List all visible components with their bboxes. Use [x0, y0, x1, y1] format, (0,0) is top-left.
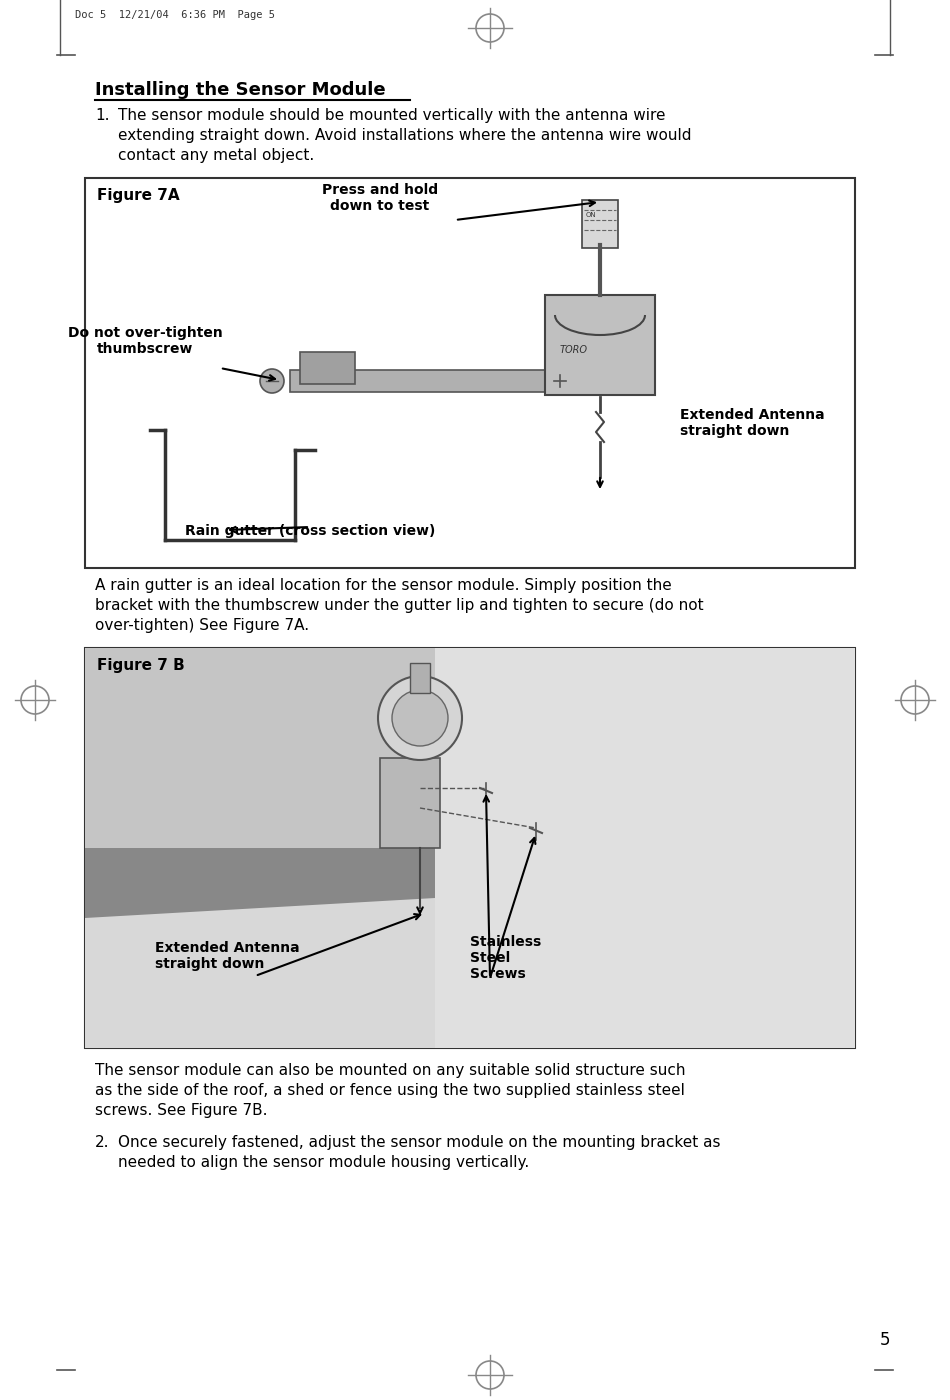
Text: screws. See Figure 7B.: screws. See Figure 7B.	[95, 1103, 268, 1119]
Text: Extended Antenna
straight down: Extended Antenna straight down	[680, 407, 825, 438]
Bar	[380, 757, 440, 848]
Text: 1.: 1.	[95, 108, 109, 123]
Bar	[435, 648, 855, 1049]
Text: TORO: TORO	[560, 344, 588, 356]
Text: Extended Antenna
straight down: Extended Antenna straight down	[155, 941, 299, 972]
Bar	[85, 648, 855, 1049]
Text: The sensor module can also be mounted on any suitable solid structure such: The sensor module can also be mounted on…	[95, 1063, 686, 1078]
Circle shape	[392, 690, 448, 746]
Polygon shape	[85, 848, 435, 1049]
Text: bracket with the thumbscrew under the gutter lip and tighten to secure (do not: bracket with the thumbscrew under the gu…	[95, 598, 704, 613]
Text: over-tighten) See Figure 7A.: over-tighten) See Figure 7A.	[95, 617, 309, 633]
Text: Press and hold
down to test: Press and hold down to test	[322, 183, 438, 213]
Bar	[582, 200, 618, 248]
Bar	[85, 178, 855, 568]
Text: A rain gutter is an ideal location for the sensor module. Simply position the: A rain gutter is an ideal location for t…	[95, 578, 672, 594]
Circle shape	[378, 676, 462, 760]
Text: Figure 7A: Figure 7A	[97, 188, 180, 203]
Text: Once securely fastened, adjust the sensor module on the mounting bracket as: Once securely fastened, adjust the senso…	[118, 1135, 720, 1149]
Circle shape	[260, 370, 284, 393]
Text: Do not over-tighten
thumbscrew: Do not over-tighten thumbscrew	[67, 326, 222, 356]
Text: 5: 5	[880, 1331, 890, 1350]
Text: contact any metal object.: contact any metal object.	[118, 148, 314, 162]
Bar	[290, 370, 590, 392]
Text: needed to align the sensor module housing vertically.: needed to align the sensor module housin…	[118, 1155, 529, 1170]
Polygon shape	[85, 648, 585, 848]
Circle shape	[550, 371, 570, 391]
Text: as the side of the roof, a shed or fence using the two supplied stainless steel: as the side of the roof, a shed or fence…	[95, 1084, 685, 1098]
Text: ON: ON	[586, 211, 597, 218]
Polygon shape	[85, 848, 435, 918]
Text: Doc 5  12/21/04  6:36 PM  Page 5: Doc 5 12/21/04 6:36 PM Page 5	[75, 10, 275, 20]
Text: Installing the Sensor Module: Installing the Sensor Module	[95, 81, 386, 99]
Bar	[410, 664, 430, 693]
Text: Rain gutter (cross section view): Rain gutter (cross section view)	[185, 524, 435, 538]
Text: extending straight down. Avoid installations where the antenna wire would: extending straight down. Avoid installat…	[118, 127, 692, 143]
Text: 2.: 2.	[95, 1135, 109, 1149]
Bar	[300, 351, 355, 384]
Text: Stainless
Steel
Screws: Stainless Steel Screws	[470, 935, 542, 981]
Text: Figure 7 B: Figure 7 B	[97, 658, 184, 673]
Bar	[545, 295, 655, 395]
Text: The sensor module should be mounted vertically with the antenna wire: The sensor module should be mounted vert…	[118, 108, 666, 123]
